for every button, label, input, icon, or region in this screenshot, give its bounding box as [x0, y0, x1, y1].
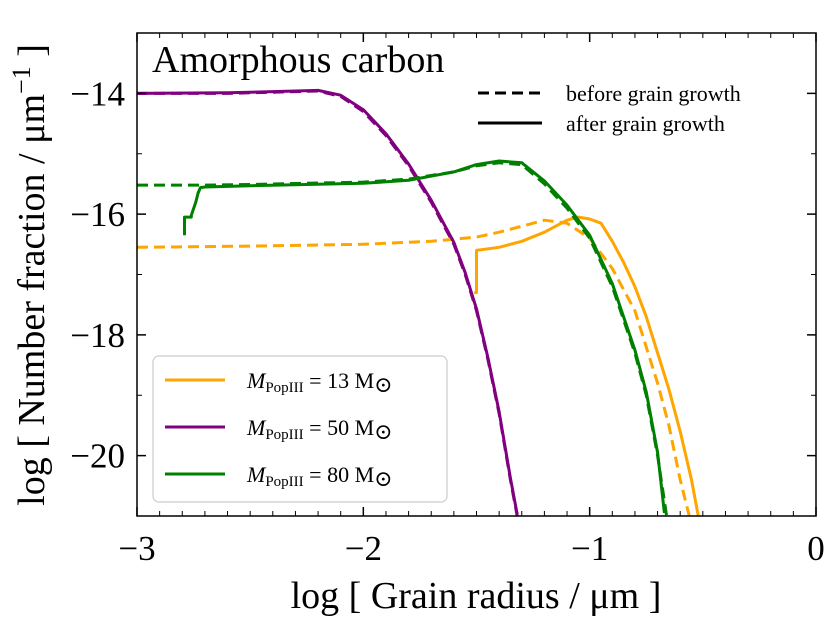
legend-13-m: M [246, 368, 267, 393]
legend-80-sub: PopIII [265, 474, 303, 490]
y-axis-title-sup: −1 [7, 66, 36, 94]
x-axis-title: log [ Grain radius / μm ] [291, 575, 662, 617]
x-tick-label-3: 0 [807, 529, 825, 568]
legend-label-13: MPopIII = 13 M⊙ [246, 368, 393, 397]
y-axis-title: log [ Number fraction / μm−1 ] [7, 44, 53, 506]
legend-13-sun: ⊙ [374, 372, 392, 397]
y-tick-label-1: −16 [70, 195, 125, 234]
x-tick-label-1: −2 [345, 529, 382, 568]
plot-area: −3 −2 −1 0 −14 −16 −18 −20 [70, 32, 825, 568]
ticks-layer: −3 −2 −1 0 −14 −16 −18 −20 [70, 32, 825, 568]
chart-title: Amorphous carbon [152, 39, 444, 81]
y-axis-title-close: ] [11, 44, 53, 66]
series-legend: MPopIII = 13 M⊙ MPopIII = 50 M⊙ MPopIII … [152, 355, 448, 503]
legend-50-text: = 50 M [304, 415, 374, 440]
y-tick-label-0: −14 [70, 74, 125, 113]
series-line-5 [183, 159, 666, 514]
legend-label-50: MPopIII = 50 M⊙ [246, 415, 393, 444]
legend-after-label: after grain growth [566, 111, 725, 136]
legend-50-sun: ⊙ [374, 419, 392, 444]
legend-before-label: before grain growth [566, 81, 741, 106]
legend-label-80: MPopIII = 80 M⊙ [246, 462, 393, 491]
y-tick-label-2: −18 [70, 316, 125, 355]
x-tick-label-0: −3 [118, 529, 155, 568]
legend-50-sub: PopIII [265, 427, 303, 443]
legend-80-m: M [246, 462, 267, 487]
series-legend-box [152, 355, 448, 503]
x-tick-label-2: −1 [571, 529, 608, 568]
y-tick-label-3: −20 [70, 437, 125, 476]
legend-50-m: M [246, 415, 267, 440]
legend-13-text: = 13 M [304, 368, 374, 393]
linestyle-legend: before grain growth after grain growth [478, 81, 741, 136]
y-axis-title-main: log [ Number fraction / μm [11, 94, 53, 506]
series-line-3 [137, 88, 519, 515]
legend-13-sub: PopIII [265, 380, 303, 396]
series-layer [137, 88, 700, 516]
series-line-0 [137, 218, 691, 516]
legend-80-sun: ⊙ [374, 466, 392, 491]
series-line-1 [474, 215, 700, 516]
legend-80-text: = 80 M [304, 462, 374, 487]
